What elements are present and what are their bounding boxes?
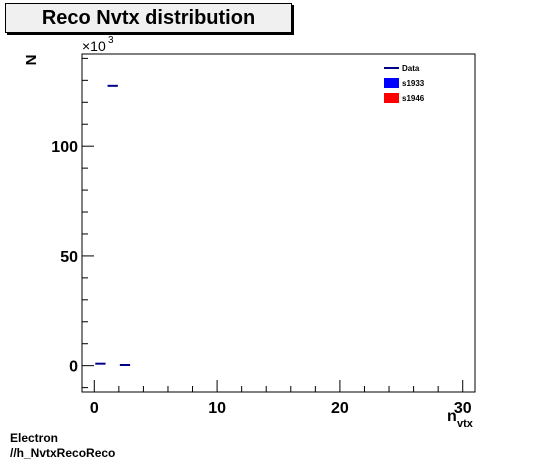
chart-title: Reco Nvtx distribution	[41, 7, 256, 29]
x-tick-label: 0	[90, 400, 99, 417]
legend-swatch-s1946	[384, 93, 399, 103]
legend-swatch-s1933	[384, 78, 399, 88]
x-tick-label: 20	[331, 400, 349, 417]
chart-title-box: Reco Nvtx distribution	[5, 3, 292, 33]
legend-label: s1946	[402, 94, 425, 103]
legend-label: Data	[402, 64, 420, 73]
y-multiplier: ×10	[82, 38, 106, 54]
y-tick-label: 100	[51, 139, 78, 156]
x-tick-label: 30	[454, 400, 472, 417]
footer-line-2: //h_NvtxRecoReco	[10, 446, 116, 460]
y-axis-label: N	[23, 55, 40, 66]
plot-frame	[81, 53, 476, 393]
legend-label: s1933	[402, 79, 425, 88]
x-axis-label: n	[447, 408, 457, 425]
y-tick-label: 50	[60, 249, 78, 266]
y-multiplier-exponent: 3	[108, 35, 114, 46]
footer-line-1: Electron	[10, 431, 59, 445]
x-axis-label-subscript: vtx	[457, 418, 474, 430]
y-tick-label: 0	[69, 359, 78, 376]
x-tick-label: 10	[208, 400, 226, 417]
